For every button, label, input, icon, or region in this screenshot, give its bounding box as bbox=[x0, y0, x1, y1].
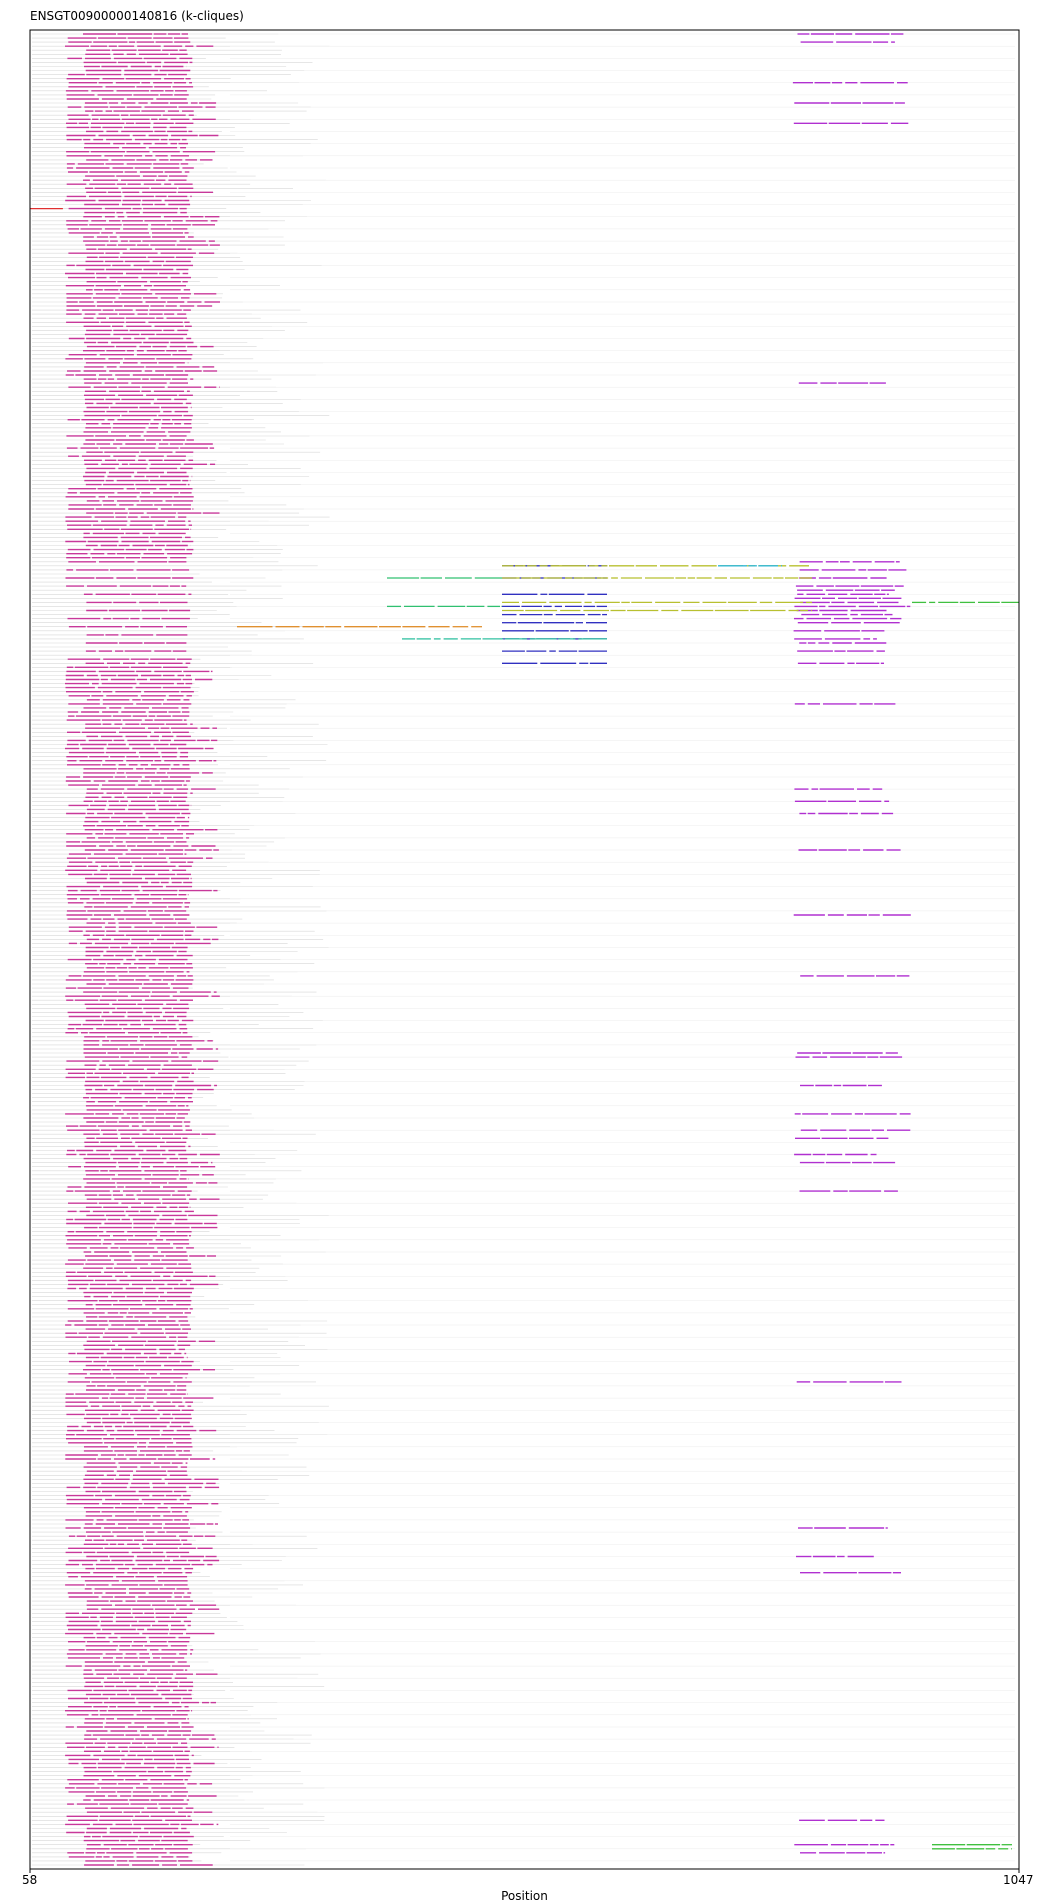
x-tick-label-max: 1047 bbox=[1003, 1873, 1034, 1887]
plot-frame bbox=[29, 29, 1020, 1870]
x-axis-label: Position bbox=[501, 1889, 548, 1903]
chart-title: ENSGT00900000140816 (k-cliques) bbox=[30, 9, 244, 23]
x-tick-label-min: 58 bbox=[22, 1873, 38, 1887]
